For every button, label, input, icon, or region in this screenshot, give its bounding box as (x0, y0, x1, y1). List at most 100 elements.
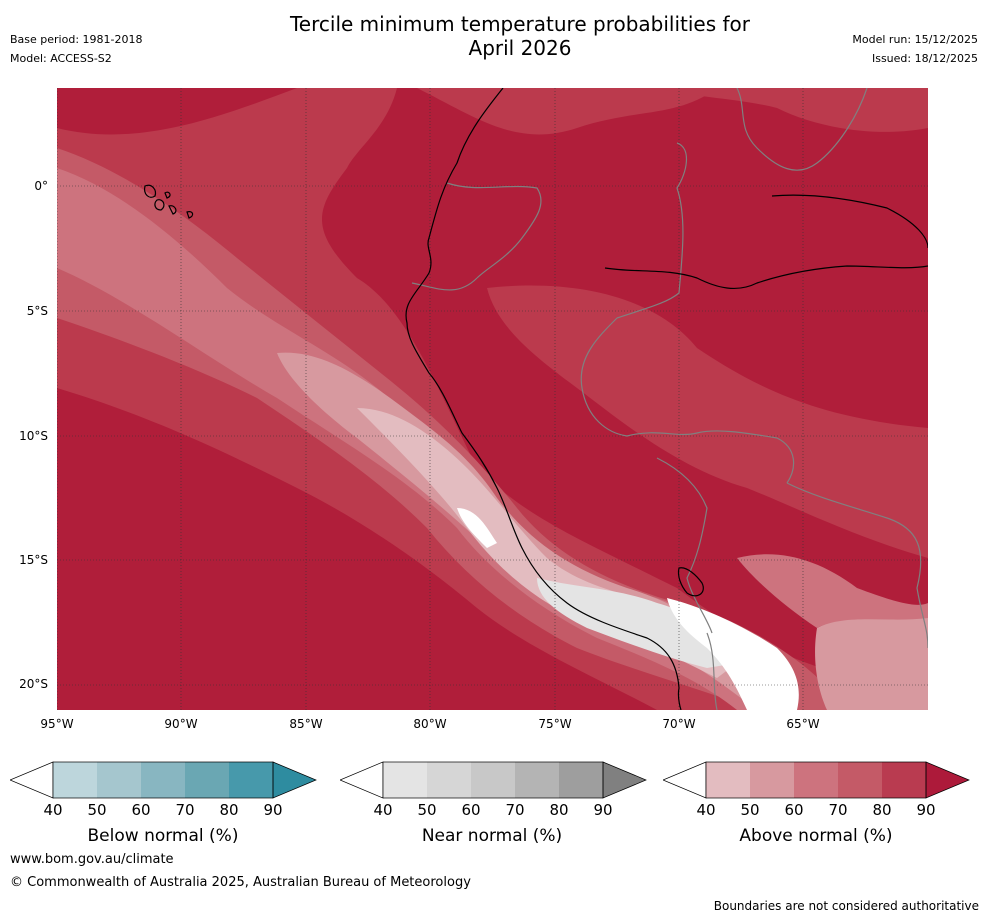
title-line-1: Tercile minimum temperature probabilitie… (289, 12, 751, 36)
map-svg (57, 88, 928, 710)
colorbar-near-seg-60 (471, 762, 515, 798)
region-above-80 (57, 88, 928, 710)
colorbar-below-outline (52, 761, 274, 799)
cb-above-tick-90: 90 (916, 801, 936, 819)
cb-above-tick-60: 60 (784, 801, 804, 819)
colorbar-below-low-arrow (9, 761, 54, 799)
colorbar-near-high-arrow (602, 761, 647, 799)
border-colombia-ecuador (446, 182, 542, 279)
border-ecuador-peru (411, 277, 478, 291)
cb-near-title: Near normal (%) (421, 826, 563, 846)
cb-above-tick-80: 80 (872, 801, 892, 819)
region-above-80-ne (657, 88, 928, 132)
colorbar-above-svg (662, 761, 970, 799)
colorbar-above-seg-50 (750, 762, 794, 798)
colorbar-near-seg-80 (559, 762, 603, 798)
colorbar-above-high-arrow (925, 761, 970, 799)
lon-label-80w: 80°W (413, 717, 447, 731)
cb-near-tick-90: 90 (593, 801, 613, 819)
border-peru-bolivia (656, 457, 713, 634)
cb-below-title: Below normal (%) (87, 826, 239, 846)
colorbar-near-normal (339, 760, 650, 800)
region-above-60-se (737, 554, 928, 628)
lat-label-20s: 20°S (19, 677, 48, 691)
chart-title: Tercile minimum temperature probabilitie… (200, 12, 840, 60)
cb-above-title: Above normal (%) (739, 826, 893, 846)
cb-near-tick-60: 60 (461, 801, 481, 819)
model-text: Model: ACCESS-S2 (10, 52, 112, 65)
colorbar-below-seg-70 (185, 762, 229, 798)
cb-below-tick-70: 70 (175, 801, 195, 819)
region-low-confidence (667, 598, 799, 710)
cb-below-tick-60: 60 (131, 801, 151, 819)
cb-above-tick-40: 40 (696, 801, 716, 819)
border-chile-bolivia (706, 632, 718, 710)
footer-disclaimer: Boundaries are not considered authoritat… (713, 899, 979, 913)
lat-label-0: 0° (34, 179, 48, 193)
cb-above-tick-50: 50 (740, 801, 760, 819)
cb-near-tick-50: 50 (417, 801, 437, 819)
coastline-orinoco-river (771, 194, 928, 249)
colorbar-below-seg-80 (229, 762, 273, 798)
border-bolivia-brazil (786, 482, 928, 649)
lat-label-10s: 10°S (19, 429, 48, 443)
colorbar-near-seg-50 (427, 762, 471, 798)
border-peru-brazil (580, 317, 795, 484)
colorbar-near-svg (339, 761, 647, 799)
header-left: Base period: 1981-2018 Model: ACCESS-S2 (10, 30, 142, 68)
colorbar-below-high-arrow (272, 761, 317, 799)
region-near-normal-white (457, 508, 497, 548)
colorbar-near-outline (382, 761, 604, 799)
lon-label-75w: 75°W (538, 717, 572, 731)
cb-below-tick-40: 40 (43, 801, 63, 819)
colorbar-below-normal (9, 760, 320, 800)
colorbar-above-low-arrow (662, 761, 707, 799)
model-run-text: Model run: 15/12/2025 (852, 33, 978, 46)
coastline-amazon-river (604, 265, 928, 289)
colorbar-above-seg-60 (794, 762, 838, 798)
base-period-text: Base period: 1981-2018 (10, 33, 143, 46)
lon-label-90w: 90°W (164, 717, 198, 731)
coastlines (144, 88, 928, 710)
header-right: Model run: 15/12/2025 Issued: 18/12/2025 (852, 30, 978, 68)
colorbar-below-seg-50 (97, 762, 141, 798)
lat-label-15s: 15°S (19, 553, 48, 567)
cb-near-tick-80: 80 (549, 801, 569, 819)
footer-website: www.bom.gov.au/climate (10, 852, 174, 867)
coastline-pacific (405, 88, 682, 710)
cb-below-tick-50: 50 (87, 801, 107, 819)
colorbar-below-seg-40 (53, 762, 97, 798)
region-near-normal (537, 578, 737, 668)
lon-label-70w: 70°W (662, 717, 696, 731)
lat-label-5s: 5°S (26, 304, 48, 318)
colorbar-above-seg-80 (882, 762, 926, 798)
colorbar-below-svg (9, 761, 317, 799)
colorbar-below-seg-60 (141, 762, 185, 798)
issued-text: Issued: 18/12/2025 (871, 52, 978, 65)
probability-map (57, 88, 928, 710)
colorbar-near-low-arrow (339, 761, 384, 799)
cb-near-tick-70: 70 (505, 801, 525, 819)
region-above-70 (57, 148, 847, 710)
lon-label-85w: 85°W (289, 717, 323, 731)
cb-near-tick-40: 40 (373, 801, 393, 819)
title-line-2: April 2026 (468, 36, 572, 60)
border-colombia-brazil (616, 142, 687, 319)
galapagos-islands (144, 184, 194, 219)
lon-label-95w: 95°W (40, 717, 74, 731)
lon-label-65w: 65°W (786, 717, 820, 731)
cb-above-tick-70: 70 (828, 801, 848, 819)
cb-below-tick-90: 90 (263, 801, 283, 819)
colorbar-above-seg-40 (706, 762, 750, 798)
footer-copyright: © Commonwealth of Australia 2025, Austra… (10, 875, 471, 890)
region-above-80-east (487, 285, 928, 558)
region-above-80-north (417, 88, 717, 135)
colorbar-near-seg-40 (383, 762, 427, 798)
colorbar-near-seg-70 (515, 762, 559, 798)
country-borders (411, 88, 928, 710)
border-colombia-venezuela (736, 88, 868, 171)
cb-below-tick-80: 80 (219, 801, 239, 819)
colorbar-above-outline (705, 761, 927, 799)
colorbar-above-normal (662, 760, 973, 800)
lake-titicaca (677, 567, 704, 597)
